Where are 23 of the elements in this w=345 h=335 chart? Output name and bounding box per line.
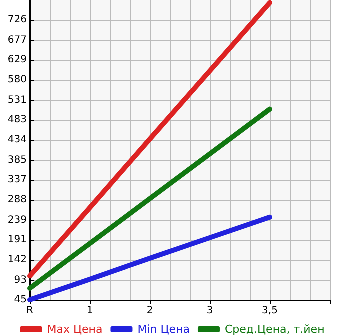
x-tick-label: 3 — [206, 306, 214, 316]
legend-label: Min Цена — [138, 323, 190, 335]
y-tick-label: 191 — [8, 234, 27, 246]
y-tick-label: 385 — [8, 154, 27, 166]
y-tick-label: 483 — [8, 114, 27, 126]
y-tick-label: 677 — [8, 34, 27, 46]
legend-label: Max Цена — [47, 323, 103, 335]
y-tick-label: 337 — [8, 174, 27, 186]
y-tick-label: 45 — [14, 294, 27, 306]
y-tick-label: 580 — [8, 74, 27, 86]
y-tick-label: 142 — [8, 254, 27, 266]
y-tick-label: 434 — [8, 134, 27, 146]
y-tick-label: 239 — [8, 214, 27, 226]
x-tick-label: R — [26, 306, 34, 316]
x-tick-label: 1 — [86, 306, 94, 316]
legend-label: Сред.Цена, т.йен — [224, 323, 325, 335]
x-tick-label: 2 — [146, 306, 154, 316]
y-tick-label: 288 — [8, 194, 27, 206]
y-tick-label: 93 — [14, 274, 27, 286]
x-tick-label: 3,5 — [262, 306, 278, 316]
y-tick-label: 726 — [8, 14, 27, 26]
y-tick-label: 531 — [8, 94, 27, 106]
y-tick-label: 629 — [8, 54, 27, 66]
